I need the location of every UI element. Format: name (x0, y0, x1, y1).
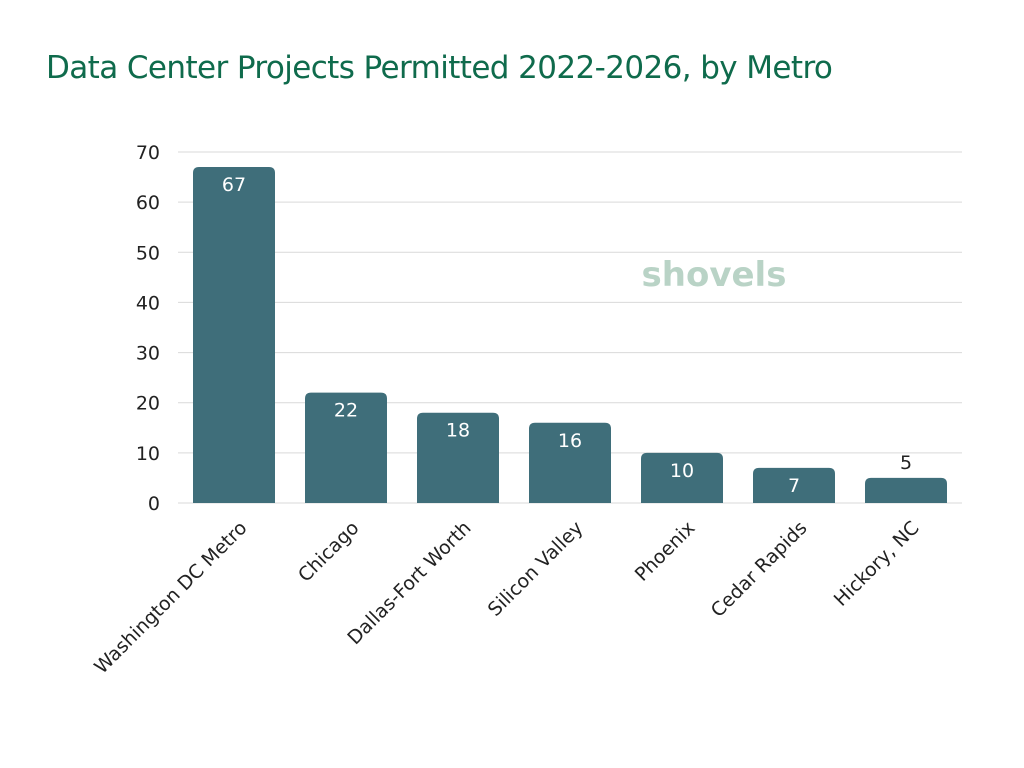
y-axis-ticks: 0 10 20 30 40 50 60 70 (136, 142, 160, 515)
bar-value-label: 67 (222, 174, 246, 196)
y-tick-label: 0 (148, 493, 160, 515)
chart-title: Data Center Projects Permitted 2022-2026… (46, 50, 833, 86)
y-tick-label: 70 (136, 142, 160, 164)
bar (529, 422, 611, 503)
x-tick-label: Washington DC Metro (90, 517, 251, 678)
x-tick-label: Cedar Rapids (707, 517, 812, 622)
x-tick-label: Chicago (294, 517, 364, 587)
bar (305, 392, 387, 503)
x-tick-label: Phoenix (631, 517, 700, 586)
x-tick-label: Dallas-Fort Worth (343, 517, 475, 649)
bar-value-label: 7 (788, 475, 800, 497)
y-tick-label: 30 (136, 343, 160, 365)
data-labels: 67 22 18 16 10 7 5 (222, 174, 912, 497)
x-tick-label: Silicon Valley (484, 517, 588, 621)
bar-value-label: 5 (900, 452, 912, 474)
watermark-logo: shovels (642, 255, 787, 295)
bar (865, 477, 947, 503)
y-tick-label: 20 (136, 393, 160, 415)
x-tick-label: Hickory, NC (830, 517, 924, 611)
bars (193, 167, 947, 504)
y-tick-label: 40 (136, 292, 160, 314)
bar-value-label: 16 (558, 430, 582, 452)
bar (753, 467, 835, 503)
y-tick-label: 50 (136, 242, 160, 264)
bar-value-label: 10 (670, 460, 694, 482)
bar-value-label: 18 (446, 420, 470, 442)
y-tick-label: 60 (136, 192, 160, 214)
bar (641, 452, 723, 503)
y-tick-label: 10 (136, 443, 160, 465)
bar (417, 412, 499, 503)
bar-value-label: 22 (334, 400, 358, 422)
bar (193, 167, 275, 504)
